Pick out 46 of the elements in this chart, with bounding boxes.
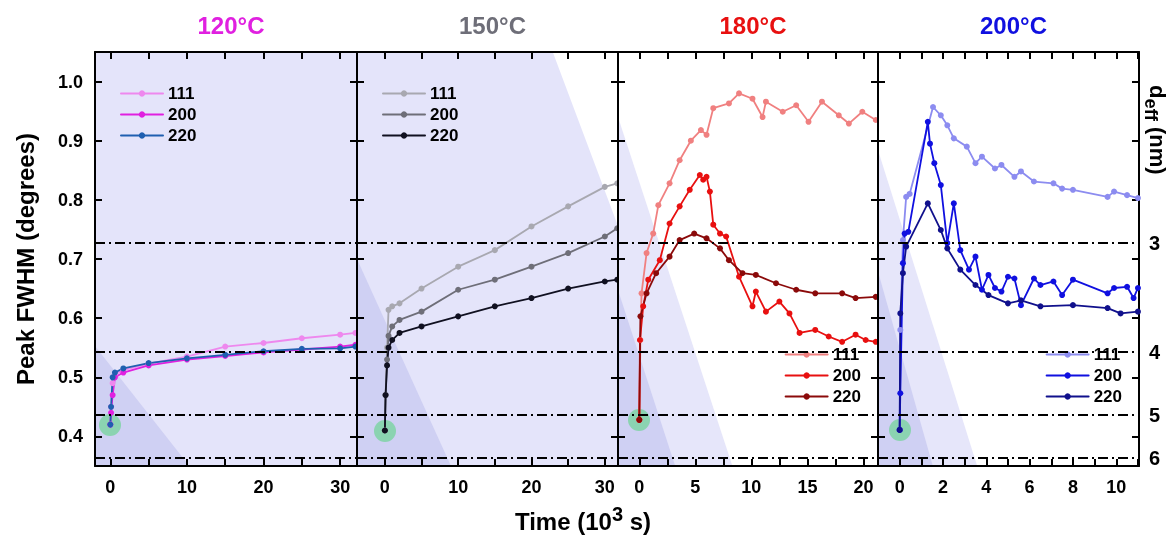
legend-label: 220 [1093,387,1123,406]
chart-title: 200°C [980,11,1047,39]
x-tick-label: 0 [634,477,645,497]
legend-label: 200 [1093,366,1123,385]
x-tick-label: 30 [330,477,351,497]
x-tick-label: 8 [1067,477,1078,497]
y-tick-label: 0.9 [57,130,83,151]
text: 4 [1149,340,1161,363]
x-tick-label: 20 [253,477,274,497]
legend-label: 111 [430,84,457,103]
y-tick-label: 0.6 [57,308,83,329]
y-tick-label: 1.0 [57,71,83,92]
text: 5 [1149,403,1161,426]
legend-label: 200 [168,105,197,124]
chart-title: 150°C [459,11,526,39]
x-tick-label: 2 [937,477,948,497]
x-tick-label: 0 [105,477,116,497]
text: 6 [1149,446,1161,469]
legend-label: 220 [832,387,862,406]
x-tick-label: 15 [797,477,818,497]
x-tick-label: 0 [379,477,390,497]
chart-title: 120°C [197,11,265,39]
legend-label: 220 [430,126,459,145]
x-tick-label: 10 [741,477,762,497]
y-axis-title: Peak FWHM (degrees) [11,132,39,386]
legend-label: 200 [832,366,862,385]
text: 3 [1149,232,1161,255]
y-tick-label: 0.5 [57,367,83,388]
x-tick-label: 10 [448,477,469,497]
x-tick-label: 20 [521,477,542,497]
x-tick-label: 10 [176,477,197,497]
y-tick-label: 0.8 [57,189,83,210]
chart-title: 180°C [719,11,787,39]
legend-label: 200 [430,105,459,124]
y-tick-label: 0.7 [57,249,83,269]
x-tick-label: 30 [594,477,615,497]
x-tick-label: 0 [894,477,905,497]
y-tick-label: 0.4 [57,426,83,447]
x-tick-label: 5 [690,477,701,497]
x-tick-label: 6 [1024,477,1035,497]
x-tick-label: 20 [853,477,874,497]
x-tick-label: 4 [981,477,992,497]
legend-label: 111 [168,84,195,103]
x-axis-title: Time (10$^{3}$ s) [514,503,652,536]
legend-label: 220 [168,126,197,145]
x-tick-label: 10 [1106,477,1127,497]
